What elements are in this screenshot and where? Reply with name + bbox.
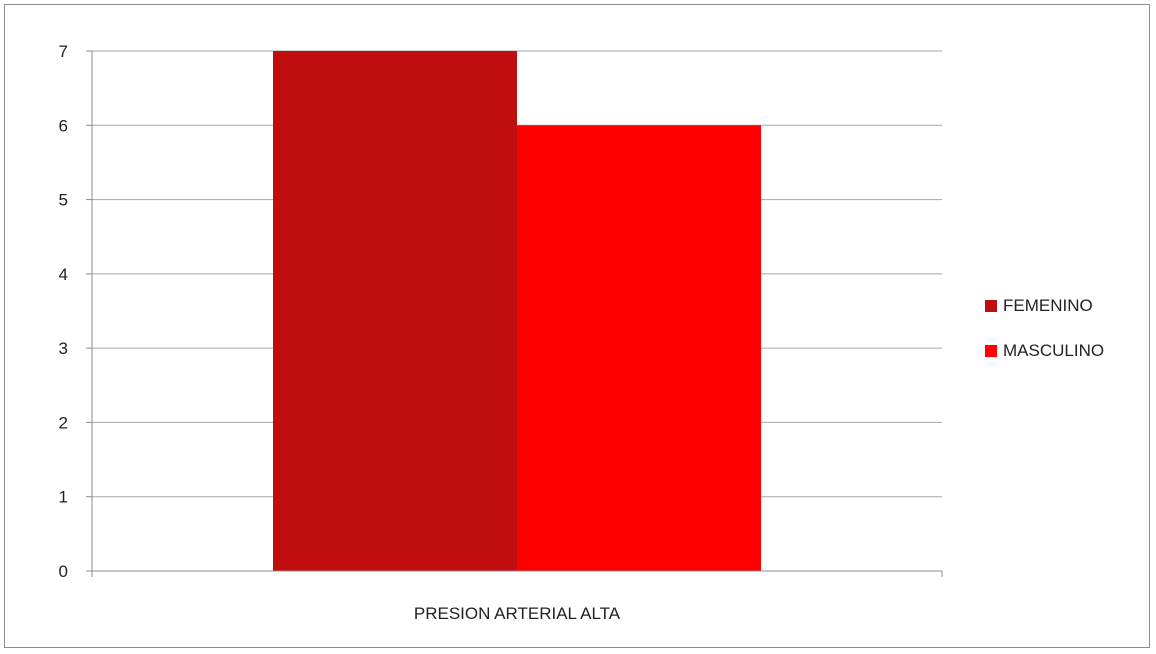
y-tick-label: 1 [59,488,68,507]
y-tick-label: 2 [59,413,68,432]
legend: FEMENINO MASCULINO [985,296,1104,360]
y-tick-label: 7 [59,42,68,61]
y-tick-label: 6 [59,116,68,135]
bars [273,51,761,572]
y-tick-label: 4 [59,265,68,284]
legend-label: FEMENINO [1003,296,1093,315]
category-label: PRESION ARTERIAL ALTA [414,604,621,623]
bar-femenino [273,51,517,571]
legend-swatch [985,345,997,357]
y-tick-labels: 0 1 2 3 4 5 6 7 [59,42,68,581]
legend-label: MASCULINO [1003,341,1104,360]
y-tick-label: 0 [59,562,68,581]
y-tick-label: 3 [59,339,68,358]
category-labels: PRESION ARTERIAL ALTA [414,604,621,623]
axes [86,50,943,577]
legend-swatch [985,300,997,312]
y-tick-label: 5 [59,191,68,210]
bar-masculino [517,125,761,572]
